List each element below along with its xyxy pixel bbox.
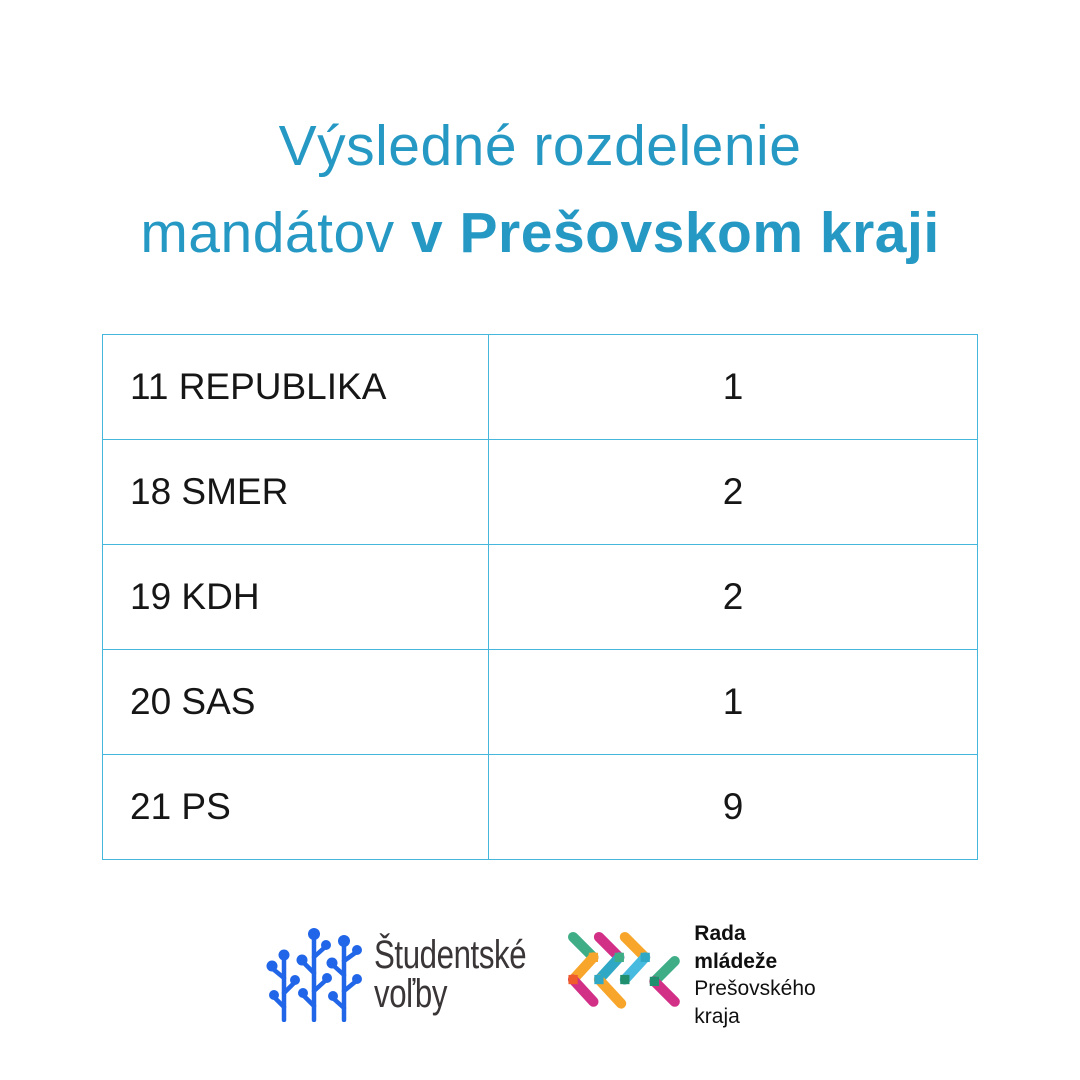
mandates-table: 11 REPUBLIKA 1 18 SMER 2 19 KDH 2 20 SAS…	[102, 334, 978, 860]
rada-mladeze-logo: Rada mládeže Prešovského kraja	[562, 914, 816, 1030]
page-title: Výsledné rozdelenie mandátov v Prešovskom…	[0, 103, 1080, 277]
table-row: 19 KDH 2	[102, 544, 978, 650]
table-row: 11 REPUBLIKA 1	[102, 334, 978, 440]
footer-logos: Študentské voľby	[0, 914, 1080, 1030]
table-row: 18 SMER 2	[102, 439, 978, 545]
party-cell: 21 PS	[102, 754, 489, 860]
rada-mladeze-name: Rada mládeže Prešovského kraja	[694, 914, 815, 1030]
rada-mladeze-name-line2: mládeže	[694, 949, 778, 973]
party-cell: 18 SMER	[102, 439, 489, 545]
rada-mladeze-name-line1: Rada	[694, 922, 746, 945]
studentske-volby-name: Študentské voľby	[374, 922, 527, 1016]
mandates-cell: 2	[488, 439, 978, 545]
title-line1: Výsledné rozdelenie	[278, 114, 802, 178]
party-cell: 20 SAS	[102, 649, 489, 755]
mandates-cell: 2	[488, 544, 978, 650]
mandates-cell: 1	[488, 649, 978, 755]
rada-mladeze-name-line3: Prešovského	[694, 977, 816, 1000]
mandates-cell: 9	[488, 754, 978, 860]
studentske-volby-name-line1: Študentské	[374, 933, 527, 977]
table-row: 20 SAS 1	[102, 649, 978, 755]
studentske-volby-logo: Študentské voľby	[264, 914, 527, 1022]
studentske-volby-name-line2: voľby	[374, 972, 448, 1016]
table-row: 21 PS 9	[102, 754, 978, 860]
title-line2-bold: v Prešovskom kraji	[411, 201, 940, 265]
plant-icon	[266, 928, 363, 1022]
party-cell: 19 KDH	[102, 544, 489, 650]
mandates-cell: 1	[488, 334, 978, 440]
rada-mladeze-name-line4: kraja	[694, 1004, 740, 1028]
chevrons-icon	[568, 931, 681, 1009]
title-line2-regular: mandátov	[140, 201, 411, 265]
party-cell: 11 REPUBLIKA	[102, 334, 489, 440]
